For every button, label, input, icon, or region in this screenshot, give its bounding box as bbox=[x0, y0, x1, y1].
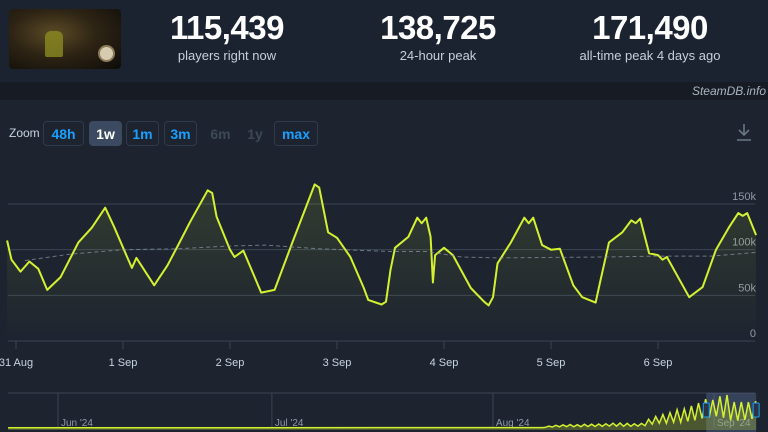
zoom-3m-button[interactable]: 3m bbox=[164, 121, 197, 146]
y-tick-label: 150k bbox=[732, 191, 756, 203]
x-tick-label: 31 Aug bbox=[0, 357, 33, 369]
x-tick-label: 4 Sep bbox=[430, 357, 459, 369]
navigator-area bbox=[8, 395, 757, 430]
navigator-handle[interactable] bbox=[752, 402, 760, 418]
x-tick-label: 2 Sep bbox=[216, 357, 245, 369]
zoom-max-button[interactable]: max bbox=[274, 121, 318, 146]
average-line bbox=[24, 244, 757, 262]
zoom-48h-button[interactable]: 48h bbox=[43, 121, 84, 146]
stat-label: players right now bbox=[177, 48, 277, 63]
stat-current-players: 115,439 players right now bbox=[127, 9, 327, 64]
navigator-label: Sep '24 bbox=[717, 418, 751, 429]
zoom-1m-button[interactable]: 1m bbox=[126, 121, 159, 146]
x-tick-label: 5 Sep bbox=[537, 357, 566, 369]
stats-header: 115,439 players right now 138,725 24-hou… bbox=[0, 0, 768, 82]
stat-label: all-time peak 4 days ago bbox=[579, 48, 721, 63]
stat-value: 171,490 bbox=[592, 9, 708, 46]
stat-all-time-peak: 171,490 all-time peak 4 days ago bbox=[550, 9, 750, 64]
zoom-label: Zoom bbox=[9, 126, 40, 140]
zoom-6m-button: 6m bbox=[204, 121, 237, 146]
navigator-label: Jul '24 bbox=[275, 418, 304, 429]
zoom-1y-button: 1y bbox=[240, 121, 270, 146]
stat-label: 24-hour peak bbox=[399, 48, 477, 63]
navigator-line bbox=[8, 394, 757, 429]
navigator-label: Jun '24 bbox=[61, 418, 93, 429]
x-tick-label: 1 Sep bbox=[109, 357, 138, 369]
series-area bbox=[7, 184, 757, 341]
download-icon[interactable] bbox=[735, 122, 753, 142]
stat-value: 138,725 bbox=[380, 9, 496, 46]
navigator-selection bbox=[706, 393, 757, 432]
game-emblem-icon bbox=[98, 45, 115, 62]
divider-band bbox=[0, 82, 768, 100]
zoom-1w-button[interactable]: 1w bbox=[89, 121, 122, 146]
stat-24h-peak: 138,725 24-hour peak bbox=[338, 9, 538, 64]
x-tick-label: 3 Sep bbox=[323, 357, 352, 369]
stat-value: 115,439 bbox=[170, 9, 284, 46]
navigator-label: Aug '24 bbox=[496, 418, 530, 429]
x-tick-label: 6 Sep bbox=[644, 357, 673, 369]
players-line bbox=[6, 183, 758, 307]
brand-link[interactable]: SteamDB.info bbox=[691, 84, 766, 98]
navigator-handle[interactable] bbox=[702, 402, 710, 418]
game-thumbnail[interactable] bbox=[9, 9, 121, 69]
